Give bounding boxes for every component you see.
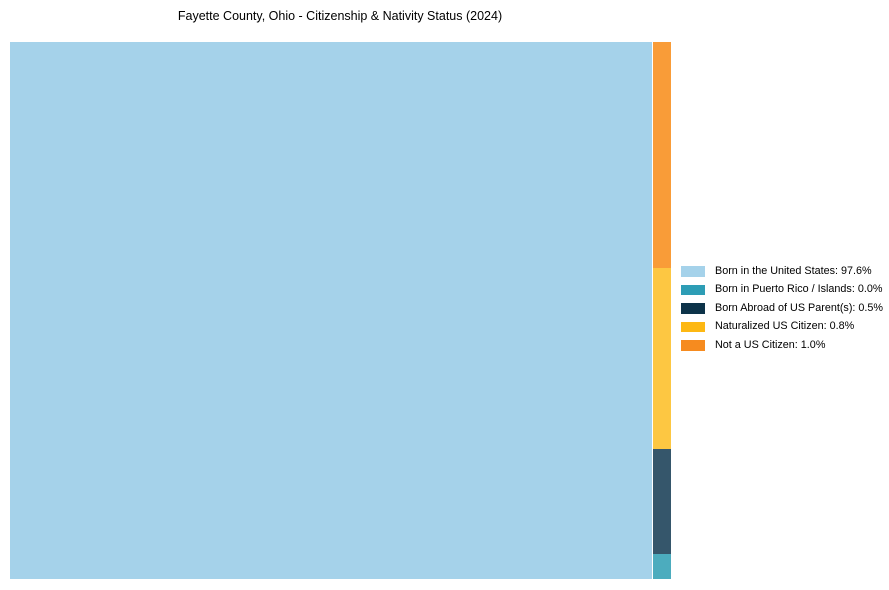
legend-swatch-icon xyxy=(681,321,705,332)
treemap-rect-not-a-us-citizen xyxy=(653,42,671,269)
legend-item-born-in-puerto-rico-islands: Born in Puerto Rico / Islands: 0.0% xyxy=(681,283,883,296)
legend-item-naturalized-us-citizen: Naturalized US Citizen: 0.8% xyxy=(681,320,883,333)
treemap-rect-born-abroad-of-us-parent-s xyxy=(653,449,671,555)
legend-swatch-icon xyxy=(681,340,705,351)
chart-title: Fayette County, Ohio - Citizenship & Nat… xyxy=(177,9,503,23)
treemap-rect-born-in-puerto-rico-islands xyxy=(653,554,671,579)
treemap-side-strip xyxy=(653,42,671,579)
treemap-rect-born-in-united-states xyxy=(10,42,652,579)
legend-swatch-icon xyxy=(681,266,705,277)
legend-swatch-icon xyxy=(681,284,705,295)
treemap-plot-area xyxy=(10,42,671,579)
legend: Born in the United States: 97.6% Born in … xyxy=(681,266,883,351)
legend-item-born-abroad-of-us-parent-s: Born Abroad of US Parent(s): 0.5% xyxy=(681,303,883,314)
legend-item-not-a-us-citizen: Not a US Citizen: 1.0% xyxy=(681,340,883,351)
legend-label: Born Abroad of US Parent(s): 0.5% xyxy=(715,301,884,314)
legend-label: Naturalized US Citizen: 0.8% xyxy=(715,320,855,333)
legend-label: Born in the United States: 97.6% xyxy=(715,264,872,277)
treemap-rect-naturalized-us-citizen xyxy=(653,268,671,450)
legend-swatch-icon xyxy=(681,303,705,314)
legend-item-born-in-the-united-states: Born in the United States: 97.6% xyxy=(681,266,883,277)
legend-label: Not a US Citizen: 1.0% xyxy=(715,338,826,351)
legend-label: Born in Puerto Rico / Islands: 0.0% xyxy=(715,283,883,296)
